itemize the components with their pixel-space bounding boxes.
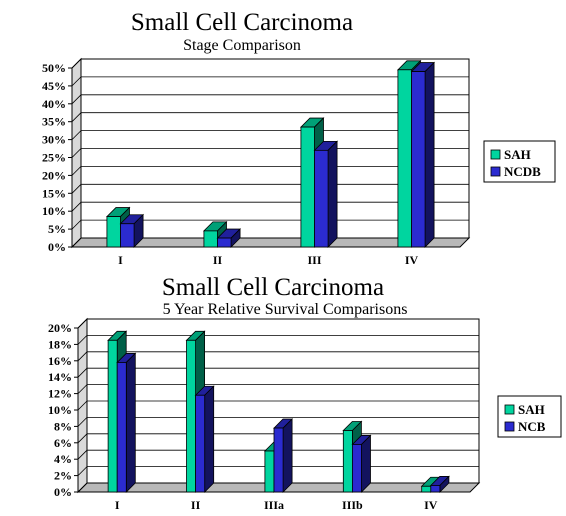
- chart-1-title: Small Cell Carcinoma: [131, 9, 353, 36]
- chart-1-bar-ncdb-iii: [313, 140, 339, 248]
- chart-2-gridline: [77, 384, 479, 394]
- chart-2-y-tick-label: 16%: [48, 354, 72, 368]
- chart-1-y-tick-label: 20%: [42, 168, 66, 182]
- chart-1-gridline: [71, 165, 469, 176]
- chart-1-legend-swatch-ncdb: [490, 166, 501, 177]
- chart-2-bar-ncb-iiia: [273, 418, 294, 493]
- chart-2-legend-swatch-ncb: [504, 421, 515, 432]
- chart-1-subtitle: Stage Comparison: [183, 37, 301, 54]
- chart-2-title: Small Cell Carcinoma: [162, 274, 384, 301]
- chart-2-bar-ncb-iv: [429, 475, 450, 493]
- chart-2: Small Cell Carcinoma 5 Year Relative Sur…: [48, 274, 562, 512]
- chart-1-x-labels: I II III IV: [118, 253, 418, 267]
- chart-2-subtitle: 5 Year Relative Survival Comparisons: [163, 301, 408, 318]
- chart-2-bar-ncb-i: [116, 352, 137, 493]
- chart-1-y-tick-label: 50%: [42, 61, 66, 75]
- chart-2-y-tick-label: 10%: [48, 403, 72, 417]
- chart-1-gridline: [71, 130, 469, 140]
- chart-2-y-tick-label: 2%: [54, 469, 72, 483]
- chart-1-gridline: [71, 183, 469, 194]
- chart-1-bar-ncdb-ii: [216, 228, 242, 248]
- chart-1-gridline: [71, 219, 469, 230]
- chart-2-gridline: [77, 334, 479, 345]
- chart-1-gridline: [71, 148, 469, 158]
- chart-1-gridline: [71, 58, 469, 69]
- chart-2-legend-label-sah: SAH: [518, 402, 545, 417]
- chart-1-gridline: [71, 237, 469, 248]
- chart-2-gridline: [77, 400, 479, 411]
- chart-1-y-tick-label: 15%: [42, 186, 66, 200]
- chart-2-bar-ncb-iiib: [351, 434, 372, 493]
- chart-2-legend-label-ncb: NCB: [518, 419, 546, 434]
- chart-1-legend: SAH NCDB: [483, 140, 556, 183]
- chart-1-x-label-iii: III: [307, 253, 321, 267]
- chart-2-legend: SAH NCB: [497, 395, 562, 438]
- chart-2-y-tick-label: 20%: [48, 321, 72, 335]
- chart-2-x-label-iv: IV: [424, 498, 438, 512]
- chart-1-y-tick-label: 25%: [42, 151, 66, 165]
- chart-2-legend-swatch-sah: [504, 404, 515, 415]
- chart-2-x-label-iiib: IIIb: [342, 498, 363, 512]
- chart-2-y-tick-label: 8%: [54, 419, 72, 433]
- chart-1-x-label-i: I: [118, 253, 123, 267]
- chart-1-bar-ncdb-iv: [410, 61, 436, 248]
- chart-2-x-label-iiia: IIIa: [264, 498, 284, 512]
- chart-1-gridline: [71, 76, 469, 87]
- chart-1-y-tick-label: 35%: [42, 115, 66, 129]
- chart-1-y-tick-label: 0%: [48, 240, 66, 254]
- chart-1-x-label-iv: IV: [405, 253, 419, 267]
- chart-1-legend-swatch-sah: [490, 149, 501, 160]
- chart-2-y-tick-label: 14%: [48, 370, 72, 384]
- chart-2-gridline: [77, 318, 479, 329]
- chart-2-y-tick-label: 18%: [48, 337, 72, 351]
- chart-2-y-tick-label: 0%: [54, 485, 72, 499]
- chart-2-gridline: [77, 416, 479, 427]
- chart-2-x-label-ii: II: [191, 498, 201, 512]
- chart-2-bars: [107, 330, 450, 493]
- chart-2-y-ticks: 0% 2% 4% 6% 8% 10% 12% 14% 16% 18% 20%: [48, 321, 79, 499]
- chart-1-gridline: [71, 201, 469, 212]
- chart-1-y-tick-label: 45%: [42, 79, 66, 93]
- chart-1-legend-label-sah: SAH: [504, 147, 531, 162]
- chart-1-y-ticks: 0% 5% 10% 15% 20% 25% 30% 35% 40% 45% 50%: [42, 61, 73, 254]
- chart-1-bar-ncdb-i: [119, 213, 145, 248]
- chart-2-x-labels: I II IIIa IIIb IV: [115, 498, 438, 512]
- chart-2-gridline: [77, 367, 479, 378]
- chart-2-y-tick-label: 12%: [48, 387, 72, 401]
- chart-2-y-tick-label: 6%: [54, 436, 72, 450]
- chart-1-legend-label-ncdb: NCDB: [504, 164, 541, 179]
- chart-2-x-label-i: I: [115, 498, 120, 512]
- chart-1: Small Cell Carcinoma Stage Comparison 0%…: [42, 9, 556, 267]
- chart-2-bar-ncb-ii: [194, 385, 215, 493]
- chart-1-bars: [105, 59, 436, 248]
- chart-1-y-tick-label: 40%: [42, 97, 66, 111]
- chart-1-gridline: [71, 112, 469, 122]
- chart-1-gridline: [71, 94, 469, 105]
- chart-1-y-tick-label: 30%: [42, 133, 66, 147]
- chart-2-gridline: [77, 351, 479, 362]
- chart-1-y-tick-label: 5%: [48, 222, 66, 236]
- chart-2-y-tick-label: 4%: [54, 452, 72, 466]
- chart-1-x-label-ii: II: [213, 253, 223, 267]
- chart-1-y-tick-label: 10%: [42, 204, 66, 218]
